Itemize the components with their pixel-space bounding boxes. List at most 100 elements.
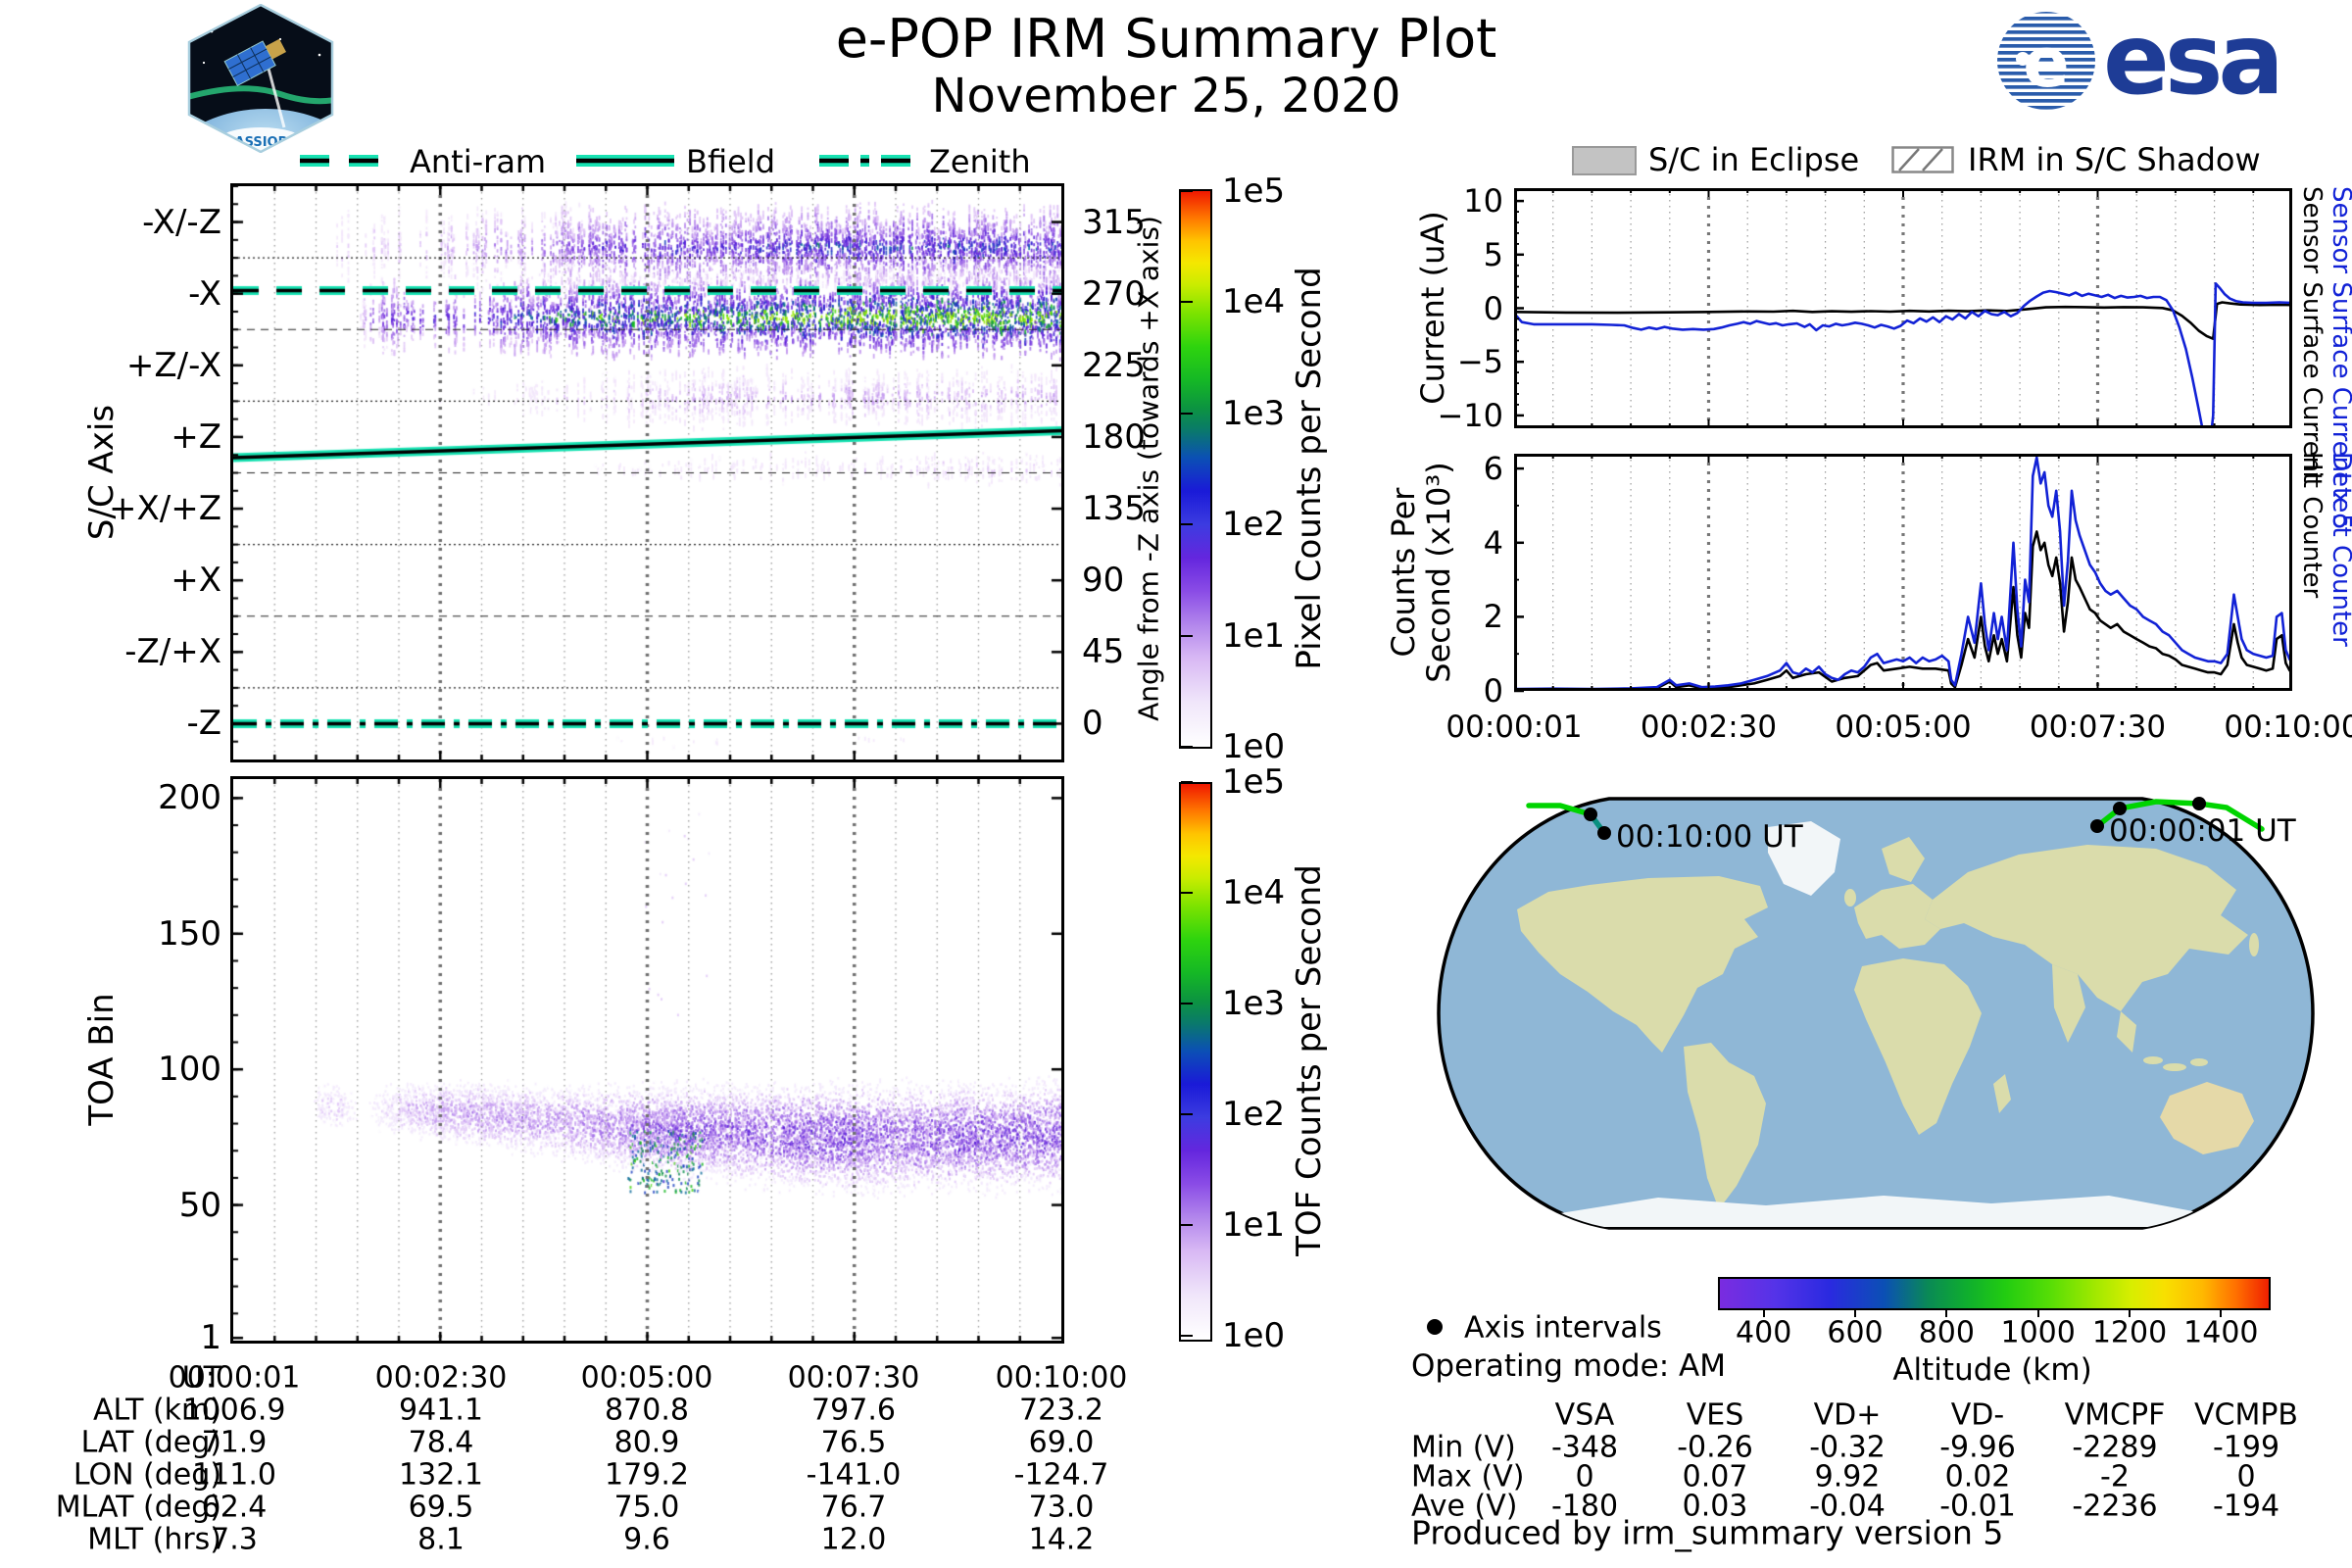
- toa-bin-ylabel: TOA Bin: [82, 993, 122, 1126]
- sc-axis-spectrogram: [230, 183, 1064, 762]
- counts-ytick-label: 4: [1483, 523, 1503, 562]
- counters-plot: [1514, 454, 2292, 693]
- colorbar-tick-mark: [1181, 412, 1193, 415]
- voltage-value: -2: [2100, 1459, 2130, 1494]
- colorbar-tick-mark: [1181, 523, 1193, 526]
- time-tick-label: 00:02:30: [1640, 710, 1778, 745]
- region-india: [2052, 964, 2085, 1043]
- ephemeris-value: 00:02:30: [374, 1360, 508, 1396]
- colorbar-tick-label: 1e1: [1222, 1205, 1286, 1245]
- colorbar-tick-mark: [1181, 1113, 1193, 1115]
- legend-bfield-label: Bfield: [686, 143, 775, 180]
- colorbar-tick-label: 1e5: [1222, 172, 1286, 211]
- map-continents: [1517, 821, 2284, 1227]
- toa-ytick-label: 100: [158, 1050, 221, 1090]
- colorbar-tick-label: 1e4: [1222, 282, 1286, 322]
- time-tick-label: 00:10:00: [2224, 710, 2352, 745]
- colorbar-tick-label: 1e5: [1222, 762, 1286, 802]
- esa-logo-wordmark: esa: [2103, 2, 2284, 117]
- voltage-value: 0.02: [1944, 1459, 2011, 1494]
- voltage-row-label: Min (V): [1411, 1430, 1516, 1465]
- continent-north-america: [1517, 876, 1768, 1053]
- ephemeris-value: -124.7: [1013, 1457, 1109, 1493]
- toa-ytick-label: 200: [158, 778, 221, 818]
- sc-axis-ytick-label: -Z/+X: [124, 632, 221, 672]
- colorbar-tick-mark: [1181, 781, 1193, 783]
- page-subtitle-date: November 25, 2020: [931, 69, 1401, 123]
- ephemeris-row-label: UT: [181, 1360, 221, 1396]
- colorbar-tick-mark: [1181, 1224, 1193, 1226]
- esa-logo-e: e: [2023, 23, 2069, 103]
- voltage-value: -0.04: [1809, 1489, 1886, 1524]
- time-tick-label: 00:00:01: [1446, 710, 1583, 745]
- altitude-tick-label: 800: [1918, 1315, 1975, 1350]
- voltage-value: -180: [1550, 1489, 1619, 1524]
- colorbar-tick-label: 1e2: [1222, 1095, 1286, 1134]
- angle-tick-label: 225: [1082, 345, 1146, 385]
- altitude-tick-label: 1400: [2183, 1315, 2259, 1350]
- colorbar-tick-mark: [1181, 892, 1193, 894]
- ephemeris-row-label: LAT (deg): [80, 1425, 221, 1460]
- voltage-column-header: VMCPF: [2064, 1397, 2166, 1433]
- voltage-value: 9.92: [1814, 1459, 1881, 1494]
- colorbar-tick-mark: [1181, 301, 1193, 304]
- esa-logo-globe-icon: e: [1997, 12, 2095, 110]
- detect-counter-label: Detect Counter: [2327, 452, 2352, 647]
- colorbar-tick-mark: [1181, 190, 1193, 192]
- ephemeris-row-label: LON (deg): [73, 1457, 221, 1493]
- altitude-tick-mark: [1762, 1308, 1765, 1317]
- angle-tick-label: 45: [1082, 632, 1125, 672]
- voltage-value: -194: [2212, 1489, 2280, 1524]
- current-ytick-label: 0: [1483, 289, 1503, 327]
- counts-ytick-label: 6: [1483, 450, 1503, 488]
- produced-by-label: Produced by irm_summary version 5: [1411, 1513, 2004, 1552]
- current-ytick-label: −10: [1437, 396, 1503, 434]
- voltage-value: 0.07: [1682, 1459, 1748, 1494]
- angle-tick-label: 270: [1082, 273, 1146, 314]
- colorbar-tick-label: 1e3: [1222, 984, 1286, 1023]
- ephemeris-value: 71.9: [201, 1425, 268, 1460]
- colorbar-tick-mark: [1181, 746, 1193, 748]
- ephemeris-value: 62.4: [201, 1490, 268, 1525]
- ground-track-segment: [1526, 803, 1593, 817]
- altitude-tick-mark: [2036, 1308, 2039, 1317]
- region-madagascar: [1993, 1074, 2011, 1113]
- cassiope-patch-label: CASSIOPE: [225, 135, 296, 150]
- altitude-tick-mark: [1854, 1308, 1856, 1317]
- sc-axis-ytick-label: -X/-Z: [142, 202, 221, 242]
- sensor-surface-current-label: Sensor Surface Current: [2297, 186, 2327, 483]
- ephemeris-value: 1006.9: [182, 1393, 286, 1428]
- voltage-value: -0.01: [1939, 1489, 2016, 1524]
- current-ytick-label: −5: [1456, 343, 1503, 381]
- sensor-current-plot: [1514, 188, 2292, 428]
- ephemeris-value: 870.8: [605, 1393, 689, 1428]
- colorbar-tick-label: 1e1: [1222, 615, 1286, 656]
- voltage-value: -199: [2212, 1430, 2280, 1465]
- zenith-line-icon: [819, 155, 921, 167]
- axis-intervals-label: Axis intervals: [1464, 1310, 1662, 1346]
- colorbar-tick-label: 1e3: [1222, 393, 1286, 433]
- voltage-value: -0.26: [1677, 1430, 1753, 1465]
- legend-anti-ram-label: Anti-ram: [410, 143, 547, 180]
- colorbar-tick-mark: [1181, 634, 1193, 637]
- continent-asia: [1925, 845, 2248, 1011]
- ephemeris-value: 76.5: [820, 1425, 887, 1460]
- voltage-value: -2236: [2072, 1489, 2158, 1524]
- altitude-colorbar: [1718, 1277, 2271, 1310]
- voltage-value: -0.32: [1809, 1430, 1886, 1465]
- eclipse-swatch: [1572, 146, 1637, 175]
- ephemeris-value: 00:07:30: [787, 1360, 920, 1396]
- ephemeris-value: 75.0: [613, 1490, 680, 1525]
- legend-irm-shadow-label: IRM in S/C Shadow: [1968, 141, 2261, 178]
- pixel-counts-colorbar: [1179, 189, 1212, 749]
- colorbar-tick-mark: [1181, 1003, 1193, 1004]
- ephemeris-row-label: MLT (hrs): [87, 1522, 221, 1557]
- sc-axis-ytick-label: +X: [171, 561, 221, 601]
- voltage-value: 0: [2236, 1459, 2256, 1494]
- angle-tick-label: 315: [1082, 202, 1146, 242]
- ephemeris-value: 8.1: [417, 1522, 465, 1557]
- track-time-label: 00:00:01 UT: [2109, 813, 2297, 849]
- legend-eclipse-label: S/C in Eclipse: [1648, 141, 1860, 178]
- patch-aurora: [189, 85, 332, 105]
